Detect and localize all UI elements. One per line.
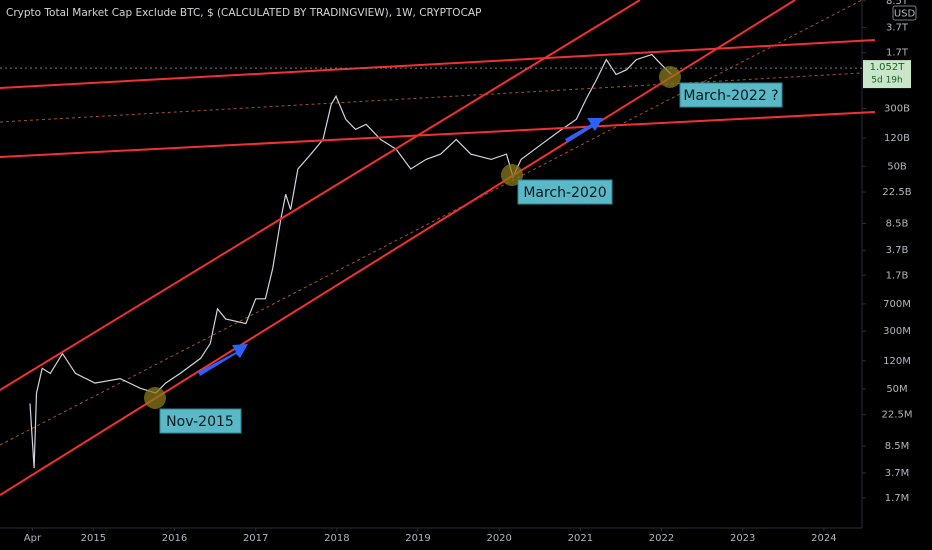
y-tick-label: 8.5M — [885, 441, 910, 452]
y-tick-label: 50M — [886, 384, 907, 395]
currency-label: USD — [894, 9, 916, 20]
x-tick-label: 2023 — [730, 533, 755, 544]
last-price-box — [863, 60, 911, 89]
x-tick-label: 2015 — [81, 533, 106, 544]
annotation-label: March-2022 ? — [683, 88, 778, 104]
arrow — [565, 118, 603, 143]
y-tick-label: 1.7T — [886, 48, 909, 59]
annotation-label: Nov-2015 — [166, 414, 234, 430]
y-tick-label: 22.5M — [882, 410, 913, 421]
y-tick-label: 700M — [883, 299, 911, 310]
price-line — [29, 53, 672, 469]
trendline — [0, 0, 641, 391]
y-tick-label: 3.7B — [886, 245, 909, 256]
y-tick-label: 22.5B — [882, 187, 911, 198]
x-tick-label: 2024 — [811, 533, 836, 544]
y-tick-label: 3.7T — [886, 23, 909, 34]
chart-title: Crypto Total Market Cap Exclude BTC, $ (… — [6, 7, 481, 19]
x-tick-label: 2022 — [649, 533, 674, 544]
y-tick-label: 1.7M — [885, 493, 910, 504]
x-tick-label: 2019 — [405, 533, 430, 544]
highlight-circle — [144, 387, 166, 409]
y-tick-label: 8.5T — [886, 0, 909, 7]
last-price-label: 1.052T — [870, 62, 906, 73]
annotation-label: March-2020 — [523, 185, 606, 201]
trendline — [0, 111, 876, 158]
y-tick-label: 50B — [887, 161, 907, 172]
highlight-circle — [659, 66, 681, 88]
trendline — [0, 39, 876, 89]
y-tick-label: 300M — [883, 326, 911, 337]
x-tick-label: Apr — [24, 533, 42, 544]
x-tick-label: 2018 — [324, 533, 349, 544]
x-tick-label: 2017 — [243, 533, 268, 544]
x-tick-label: 2016 — [162, 533, 187, 544]
y-tick-label: 300B — [884, 104, 910, 115]
annotation-box — [517, 179, 613, 205]
plot-area — [0, 0, 863, 469]
y-tick-label: 8.5B — [886, 218, 909, 229]
arrow — [198, 344, 248, 376]
y-tick-label: 1.7B — [886, 270, 909, 281]
annotation-box — [159, 408, 242, 434]
y-tick-label: 120M — [883, 356, 911, 367]
y-tick-label: 120B — [884, 133, 910, 144]
annotation-box — [679, 82, 783, 108]
x-tick-label: 2021 — [568, 533, 593, 544]
currency-box — [892, 5, 917, 21]
y-tick-label: 3.7M — [885, 468, 910, 479]
x-tick-label: 2020 — [486, 533, 511, 544]
drawings: Nov-2015 March-2020 March-2022 ? — [0, 0, 876, 496]
countdown-label: 5d 19h — [871, 76, 902, 86]
